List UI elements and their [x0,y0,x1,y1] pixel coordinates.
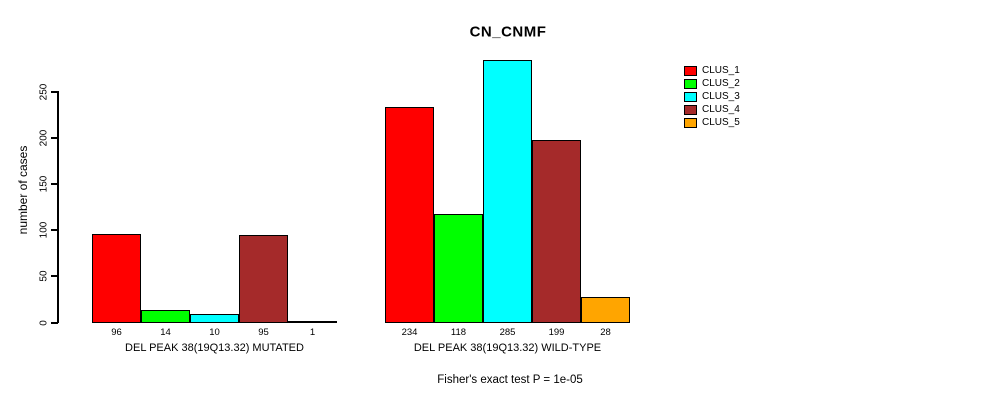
bar-clus_2-group2 [434,214,483,323]
bar-clus_1-group1 [92,234,141,323]
legend-swatch-clus_2 [684,79,697,89]
y-axis-tick [51,321,58,324]
y-axis-line [57,91,59,323]
y-axis-tick-label: 100 [38,221,50,239]
chart-title: CN_CNMF [469,23,547,41]
bar-clus_2-group1 [141,310,190,323]
bar-clus_4-group1 [239,235,288,323]
y-axis-title: number of cases [16,145,30,235]
y-axis-tick [51,275,58,278]
y-axis-tick [51,229,58,232]
bar-clus_5-group2 [581,297,630,323]
y-axis-tick [51,137,58,140]
bar-value-label: 95 [258,327,269,338]
legend-label-clus_4: CLUS_4 [702,104,740,115]
bar-value-label: 28 [600,327,611,338]
y-axis-tick [51,91,58,93]
bar-value-label: 14 [160,327,171,338]
bar-value-label: 96 [111,327,122,338]
legend-swatch-clus_4 [684,105,697,115]
bar-value-label: 234 [401,327,418,338]
legend-swatch-clus_3 [684,92,697,102]
bar-clus_1-group2 [385,107,434,323]
y-axis-tick [51,183,58,186]
bar-value-label: 118 [450,327,467,338]
x-axis-group-label: DEL PEAK 38(19Q13.32) MUTATED [125,342,304,354]
legend-label-clus_3: CLUS_3 [702,91,740,102]
bar-clus_4-group2 [532,140,581,323]
bar-value-label: 285 [499,327,516,338]
bar-value-label: 10 [209,327,220,338]
y-axis-tick-label: 250 [38,83,50,101]
y-axis-tick-label: 150 [38,175,50,193]
y-axis-tick-label: 200 [38,129,50,147]
bar-value-label: 199 [548,327,565,338]
legend-swatch-clus_5 [684,118,697,128]
bar-clus_3-group2 [483,60,532,323]
bar-clus_3-group1 [190,314,239,323]
bar-value-label: 1 [309,327,316,338]
y-axis-tick-label: 0 [38,319,50,326]
fisher-test-note: Fisher's exact test P = 1e-05 [437,374,583,386]
x-axis-group-label: DEL PEAK 38(19Q13.32) WILD-TYPE [413,342,602,354]
legend-label-clus_2: CLUS_2 [702,78,740,89]
legend-label-clus_1: CLUS_1 [702,65,740,76]
legend-label-clus_5: CLUS_5 [702,117,740,128]
bar-clus_5-group1 [288,321,337,323]
y-axis-tick-label: 50 [38,270,50,282]
legend-swatch-clus_1 [684,66,697,76]
